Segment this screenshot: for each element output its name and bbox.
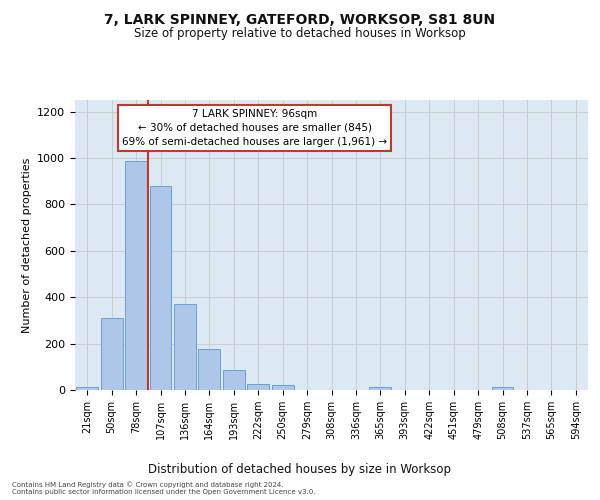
Bar (272, 386, 293, 390)
Bar (101, 318, 122, 390)
Bar (149, 186, 172, 390)
Bar (370, 386, 391, 390)
Bar (223, 370, 245, 390)
Bar (174, 304, 196, 390)
Text: Size of property relative to detached houses in Worksop: Size of property relative to detached ho… (134, 28, 466, 40)
Y-axis label: Number of detached properties: Number of detached properties (22, 158, 32, 332)
Bar (247, 384, 269, 390)
Bar (491, 386, 514, 390)
Bar (125, 162, 147, 390)
Text: Distribution of detached houses by size in Worksop: Distribution of detached houses by size … (149, 462, 452, 475)
Text: Contains HM Land Registry data © Crown copyright and database right 2024.
Contai: Contains HM Land Registry data © Crown c… (12, 482, 316, 495)
Bar (76, 386, 98, 390)
Text: 7, LARK SPINNEY, GATEFORD, WORKSOP, S81 8UN: 7, LARK SPINNEY, GATEFORD, WORKSOP, S81 … (104, 12, 496, 26)
Text: 7 LARK SPINNEY: 96sqm
← 30% of detached houses are smaller (845)
69% of semi-det: 7 LARK SPINNEY: 96sqm ← 30% of detached … (122, 108, 387, 146)
Bar (199, 350, 220, 390)
